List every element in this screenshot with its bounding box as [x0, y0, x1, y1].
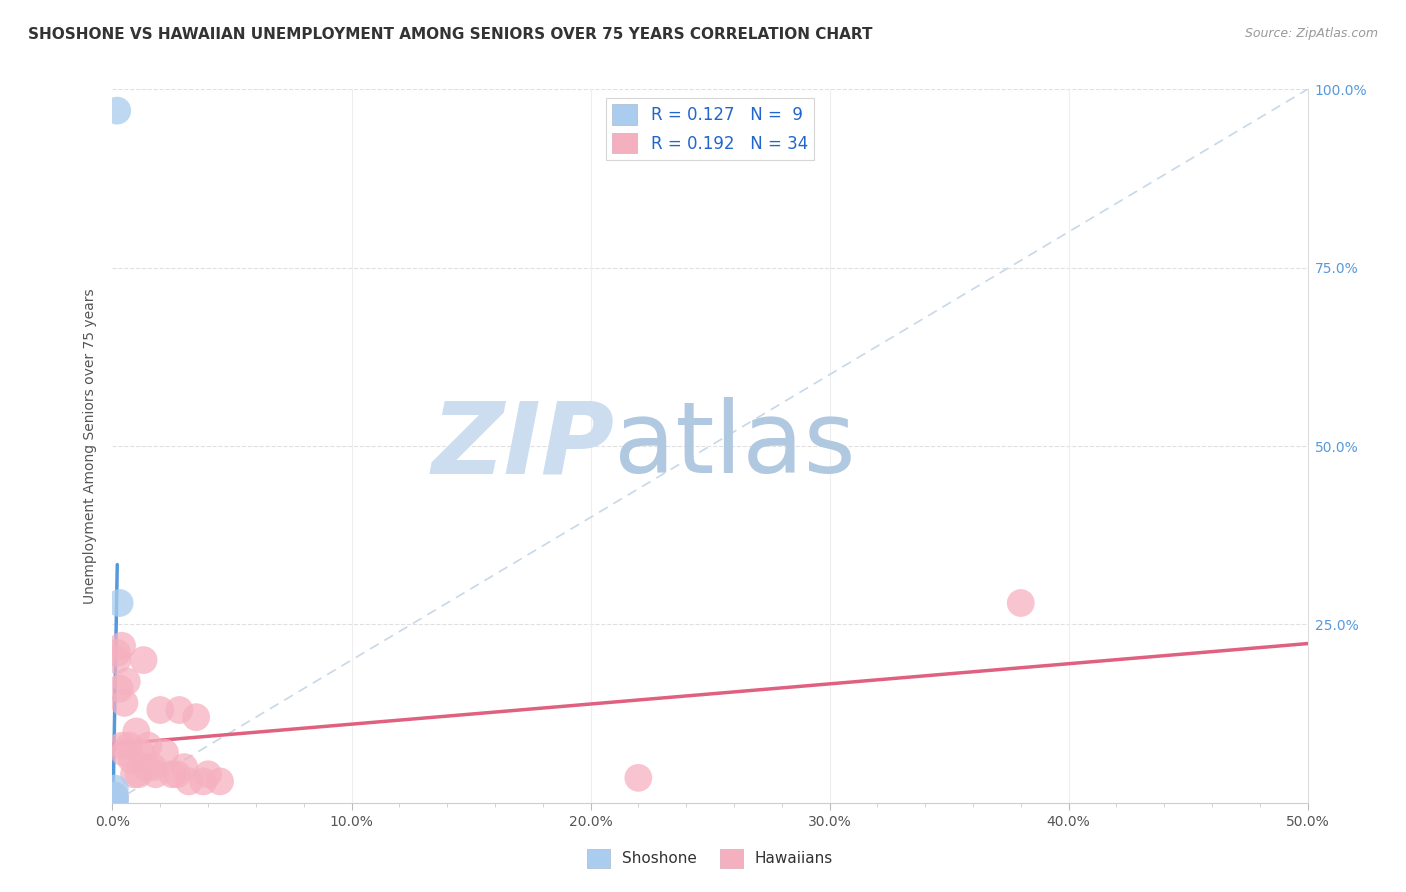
Point [111, 739, 134, 753]
Text: SHOSHONE VS HAWAIIAN UNEMPLOYMENT AMONG SENIORS OVER 75 YEARS CORRELATION CHART: SHOSHONE VS HAWAIIAN UNEMPLOYMENT AMONG … [28, 27, 873, 42]
Point [101, 796, 124, 810]
Point [122, 767, 145, 781]
Point [177, 774, 200, 789]
Point [173, 760, 195, 774]
Point [135, 760, 157, 774]
Point [208, 774, 231, 789]
Point [169, 703, 191, 717]
Point [115, 674, 138, 689]
Point [166, 767, 188, 781]
Point [114, 746, 135, 760]
Point [104, 796, 127, 810]
Point [104, 792, 127, 806]
Point [193, 774, 215, 789]
Point [101, 789, 124, 803]
Point [125, 724, 148, 739]
Point [138, 739, 160, 753]
Point [129, 746, 152, 760]
Point [1010, 596, 1032, 610]
Text: atlas: atlas [614, 398, 856, 494]
Point [153, 746, 176, 760]
Point [105, 103, 128, 118]
Point [145, 767, 167, 781]
Point [105, 646, 128, 660]
Point [197, 767, 219, 781]
Point [108, 596, 131, 610]
Point [627, 771, 650, 785]
Point [142, 760, 165, 774]
Point [118, 739, 141, 753]
Point [162, 767, 183, 781]
Point [128, 767, 150, 781]
Point [108, 681, 131, 696]
Point [121, 753, 143, 767]
Text: Source: ZipAtlas.com: Source: ZipAtlas.com [1244, 27, 1378, 40]
Point [114, 696, 135, 710]
Point [104, 789, 127, 803]
Text: ZIP: ZIP [432, 398, 614, 494]
Point [104, 781, 127, 796]
Point [186, 710, 208, 724]
Point [101, 792, 124, 806]
Point [149, 703, 172, 717]
Point [105, 653, 128, 667]
Point [104, 789, 127, 803]
Point [104, 792, 127, 806]
Legend: Shoshone, Hawaiians: Shoshone, Hawaiians [581, 843, 839, 873]
Point [132, 653, 155, 667]
Point [111, 639, 134, 653]
Y-axis label: Unemployment Among Seniors over 75 years: Unemployment Among Seniors over 75 years [83, 288, 97, 604]
